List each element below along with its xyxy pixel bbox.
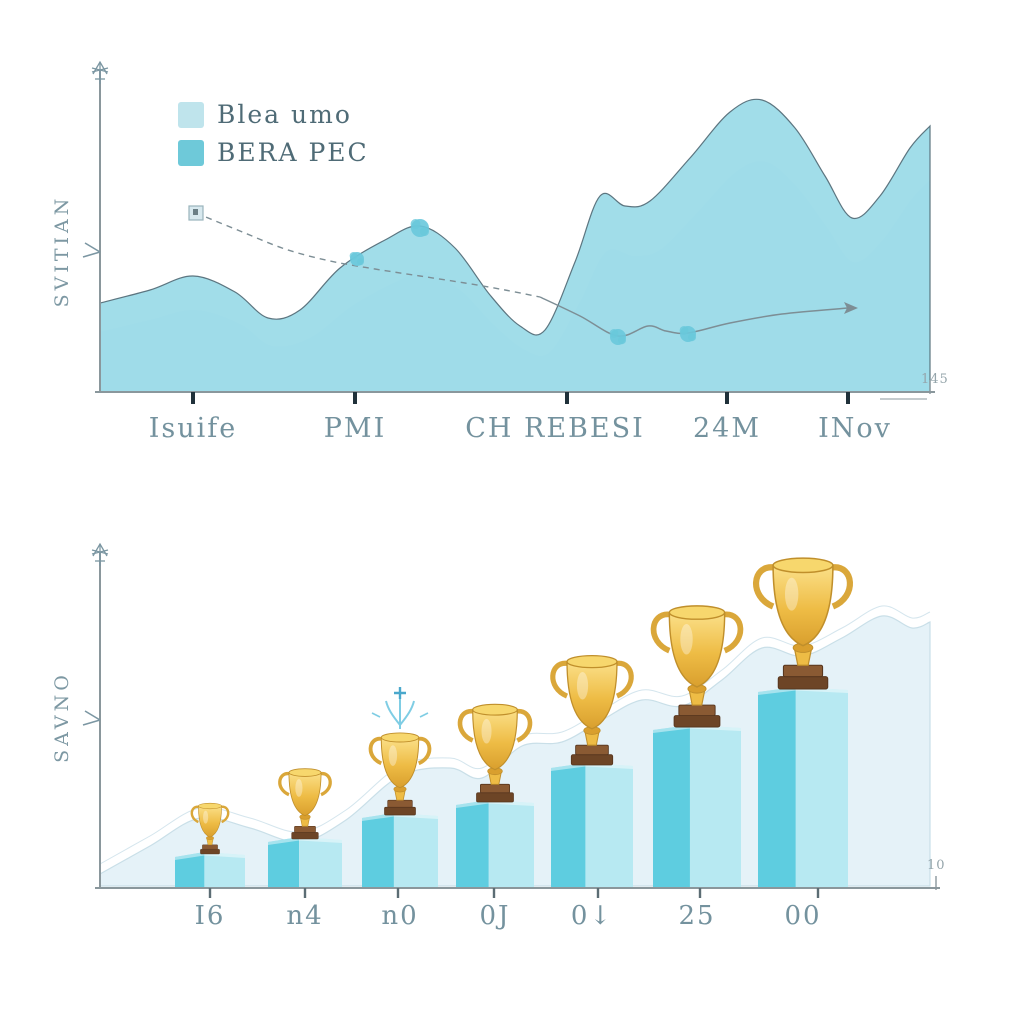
top-x-axis-label: INov bbox=[818, 413, 892, 444]
circle bbox=[410, 219, 421, 229]
top-x-axis-label: 24M bbox=[693, 413, 761, 444]
bar-right-face bbox=[488, 800, 534, 888]
bar-top-highlight bbox=[551, 763, 633, 771]
area-band-1 bbox=[99, 98, 931, 393]
bar-top-highlight bbox=[362, 813, 438, 821]
bottom-x-axis-label: I6 bbox=[195, 901, 226, 931]
top-chart-legend: Blea umo BERA PEC bbox=[178, 100, 369, 167]
trend-start-marker-dot bbox=[193, 209, 198, 215]
path bbox=[371, 712, 429, 718]
bar-right-face bbox=[795, 687, 848, 888]
legend-row: BERA PEC bbox=[178, 138, 369, 167]
bar-left-face bbox=[653, 725, 690, 888]
scatter-marker bbox=[609, 329, 626, 345]
bar-group bbox=[362, 687, 438, 888]
y-axis-tick-mark bbox=[82, 710, 101, 726]
bottom-x-axis-label: 0↓ bbox=[571, 901, 613, 931]
trophy-icon bbox=[278, 766, 332, 841]
legend-swatch-dark bbox=[178, 139, 204, 166]
bottom-x-axis-label: n4 bbox=[286, 901, 323, 931]
bar-left-face bbox=[362, 813, 394, 888]
top-x-axis-label: Isuife bbox=[149, 413, 238, 444]
bar-right-face bbox=[585, 763, 633, 888]
scatter-marker bbox=[349, 252, 364, 266]
path bbox=[394, 687, 406, 699]
legend-swatch-light bbox=[178, 101, 204, 128]
bar-right-face bbox=[204, 852, 245, 888]
top-x-axis-label: PMI bbox=[324, 413, 386, 444]
legend-row: Blea umo bbox=[178, 100, 369, 129]
circle bbox=[357, 258, 364, 266]
path bbox=[92, 60, 108, 75]
bar-left-face bbox=[456, 800, 489, 888]
bar-left-face bbox=[175, 852, 205, 888]
bottom-bar-chart: I6 n4 n0 0J 0↓ 25 00 bbox=[82, 542, 940, 931]
top-x-axis-label: CH REBESI bbox=[465, 413, 645, 444]
bar-right-face bbox=[299, 837, 342, 888]
axis-arrow-ornament-icon bbox=[91, 542, 109, 566]
bar-group bbox=[756, 558, 850, 888]
trend-arrowhead-icon bbox=[844, 302, 858, 314]
circle bbox=[618, 336, 626, 345]
path bbox=[84, 242, 101, 253]
top-axis-end-label: 145 bbox=[921, 372, 949, 387]
background-hills-outline bbox=[99, 605, 931, 865]
top-chart-y-axis-label: SVITIAN bbox=[51, 194, 73, 308]
circle bbox=[688, 333, 696, 342]
path bbox=[82, 251, 101, 258]
path bbox=[92, 542, 108, 557]
bar-top-highlight bbox=[456, 800, 534, 808]
sparkle-burst-icon bbox=[371, 687, 429, 729]
scatter-marker bbox=[410, 219, 429, 237]
path bbox=[399, 700, 415, 726]
bar-top-highlight bbox=[268, 837, 342, 845]
path bbox=[91, 67, 109, 73]
bottom-x-axis-label: 25 bbox=[678, 901, 715, 931]
path bbox=[385, 700, 401, 726]
axis-arrow-ornament-icon bbox=[91, 60, 109, 84]
legend-label: Blea umo bbox=[217, 100, 352, 129]
bottom-x-axis-label: 00 bbox=[784, 901, 821, 931]
circle bbox=[349, 252, 358, 260]
bar-group bbox=[551, 656, 633, 888]
scatter-marker bbox=[679, 326, 696, 342]
bar-left-face bbox=[551, 763, 586, 888]
bottom-axis-end-label: 10 bbox=[927, 858, 946, 873]
bar-right-face bbox=[393, 813, 438, 888]
top-area-chart: Isuife PMI CH REBESI 24M INov bbox=[82, 60, 935, 444]
bar-left-face bbox=[268, 837, 300, 888]
bar-right-face bbox=[689, 725, 741, 888]
bar-group bbox=[268, 766, 342, 888]
bar-group bbox=[456, 704, 534, 888]
bottom-x-axis-label: n0 bbox=[381, 901, 418, 931]
trend-line-dashed bbox=[195, 212, 541, 298]
circle bbox=[420, 227, 429, 237]
circle bbox=[679, 326, 689, 335]
bar-top-highlight bbox=[175, 852, 245, 860]
bar-group bbox=[653, 606, 741, 888]
bottom-x-axis-label: 0J bbox=[480, 901, 511, 931]
y-axis-tick-mark bbox=[82, 242, 101, 258]
circle bbox=[609, 329, 619, 338]
trend-line-solid bbox=[539, 296, 849, 337]
bar-group bbox=[175, 802, 245, 888]
bottom-chart-y-axis-label: SAVNO bbox=[51, 671, 73, 763]
bar-left-face bbox=[758, 687, 796, 888]
path bbox=[82, 719, 101, 726]
path bbox=[84, 710, 101, 721]
path bbox=[91, 549, 109, 555]
legend-label: BERA PEC bbox=[217, 138, 369, 167]
